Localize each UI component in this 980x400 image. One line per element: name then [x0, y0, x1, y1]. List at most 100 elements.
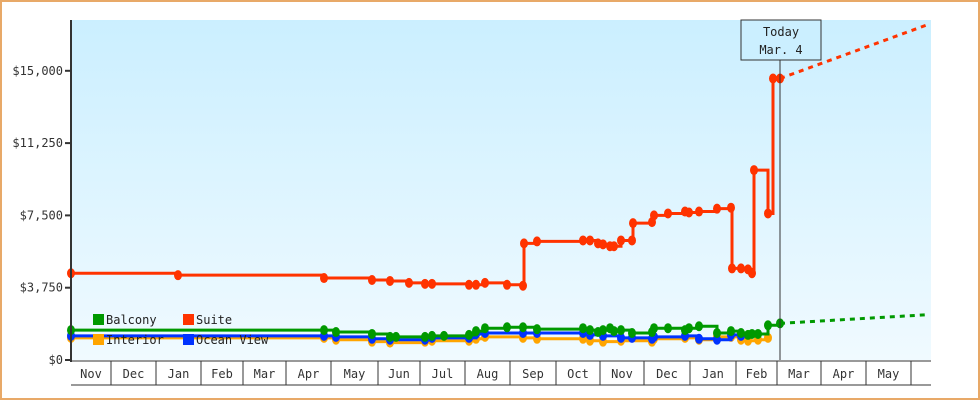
- data-point[interactable]: [503, 322, 511, 333]
- data-point[interactable]: [320, 325, 328, 336]
- data-point[interactable]: [695, 321, 703, 332]
- data-point[interactable]: [599, 239, 607, 250]
- data-point[interactable]: [405, 277, 413, 288]
- data-point[interactable]: [685, 323, 693, 334]
- data-point[interactable]: [610, 326, 618, 337]
- legend: Balcony Suite Interior Ocean View: [93, 313, 269, 347]
- data-point[interactable]: [727, 202, 735, 213]
- data-point[interactable]: [386, 331, 394, 342]
- data-point[interactable]: [320, 273, 328, 284]
- data-point[interactable]: [392, 331, 400, 342]
- data-point[interactable]: [440, 330, 448, 341]
- data-point[interactable]: [727, 326, 735, 337]
- y-tick-label: $3,750: [20, 281, 63, 295]
- data-point[interactable]: [579, 323, 587, 334]
- legend-item-interior[interactable]: Interior: [93, 333, 164, 347]
- legend-item-balcony[interactable]: Balcony: [93, 313, 157, 327]
- data-point[interactable]: [617, 332, 625, 343]
- data-point[interactable]: [533, 324, 541, 335]
- legend-item-suite[interactable]: Suite: [183, 313, 232, 327]
- data-point[interactable]: [695, 333, 703, 344]
- data-point[interactable]: [769, 73, 777, 84]
- data-point[interactable]: [650, 210, 658, 221]
- data-point[interactable]: [628, 235, 636, 246]
- legend-label: Interior: [106, 333, 164, 347]
- x-tick-label: May: [344, 367, 366, 381]
- x-tick-label: Apr: [833, 367, 855, 381]
- series-suite: [67, 23, 929, 291]
- data-point[interactable]: [421, 278, 429, 289]
- y-tick-label: $0: [49, 353, 63, 367]
- forecast-line: [779, 313, 929, 325]
- data-point[interactable]: [481, 323, 489, 334]
- data-point[interactable]: [628, 328, 636, 339]
- data-point[interactable]: [713, 328, 721, 339]
- data-point[interactable]: [629, 218, 637, 229]
- data-point[interactable]: [650, 323, 658, 334]
- data-point[interactable]: [579, 235, 587, 246]
- data-point[interactable]: [428, 278, 436, 289]
- data-point[interactable]: [685, 207, 693, 218]
- x-tick-label: Jan: [168, 367, 190, 381]
- data-point[interactable]: [368, 274, 376, 285]
- data-point[interactable]: [472, 326, 480, 337]
- plot-area: [71, 20, 931, 360]
- today-marker: Today Mar. 4: [740, 19, 822, 360]
- x-tick-label: Jan: [702, 367, 724, 381]
- data-point[interactable]: [586, 235, 594, 246]
- data-point[interactable]: [748, 268, 756, 279]
- data-point[interactable]: [617, 235, 625, 246]
- data-point[interactable]: [465, 329, 473, 340]
- legend-label: Suite: [196, 313, 232, 327]
- x-tick-label: Sep: [522, 367, 544, 381]
- data-point[interactable]: [750, 165, 758, 176]
- data-point[interactable]: [174, 270, 182, 281]
- data-point[interactable]: [610, 241, 618, 252]
- legend-item-ocean-view[interactable]: Ocean View: [183, 333, 269, 347]
- data-point[interactable]: [332, 327, 340, 338]
- data-point[interactable]: [664, 323, 672, 334]
- series-layer: [67, 23, 929, 348]
- data-point[interactable]: [386, 275, 394, 286]
- data-point[interactable]: [520, 238, 528, 249]
- data-point[interactable]: [519, 280, 527, 291]
- x-tick-label: May: [878, 367, 900, 381]
- data-point[interactable]: [481, 277, 489, 288]
- data-point[interactable]: [465, 279, 473, 290]
- data-point[interactable]: [754, 328, 762, 339]
- data-point[interactable]: [368, 328, 376, 339]
- data-point[interactable]: [664, 208, 672, 219]
- data-point[interactable]: [764, 320, 772, 331]
- legend-swatch: [183, 334, 194, 345]
- data-point[interactable]: [533, 236, 541, 247]
- x-tick-label: Jul: [432, 367, 454, 381]
- data-point[interactable]: [748, 328, 756, 339]
- data-point[interactable]: [503, 279, 511, 290]
- today-callout-box: [740, 19, 822, 61]
- data-point[interactable]: [421, 331, 429, 342]
- x-tick-label: Aug: [477, 367, 499, 381]
- forecast-line: [779, 23, 929, 80]
- x-tick-label: Nov: [80, 367, 102, 381]
- x-tick-label: Feb: [211, 367, 233, 381]
- legend-label: Ocean View: [196, 333, 269, 347]
- data-point[interactable]: [728, 263, 736, 274]
- today-date: Mar. 4: [759, 43, 802, 57]
- x-tick-label: Dec: [656, 367, 678, 381]
- data-point[interactable]: [586, 325, 594, 336]
- x-tick-label: Mar: [788, 367, 810, 381]
- data-point[interactable]: [599, 325, 607, 336]
- data-point[interactable]: [428, 330, 436, 341]
- today-label: Today: [763, 25, 799, 39]
- data-point[interactable]: [695, 206, 703, 217]
- data-point[interactable]: [519, 322, 527, 333]
- data-point[interactable]: [737, 328, 745, 339]
- y-tick-label: $15,000: [12, 64, 63, 78]
- data-point[interactable]: [472, 279, 480, 290]
- data-point[interactable]: [764, 208, 772, 219]
- data-point[interactable]: [713, 203, 721, 214]
- data-point[interactable]: [737, 263, 745, 274]
- data-point[interactable]: [617, 325, 625, 336]
- axis-layer: $0 $3,750 $7,500 $11,250 $15,000 Nov Dec Jan Feb…: [12, 20, 931, 386]
